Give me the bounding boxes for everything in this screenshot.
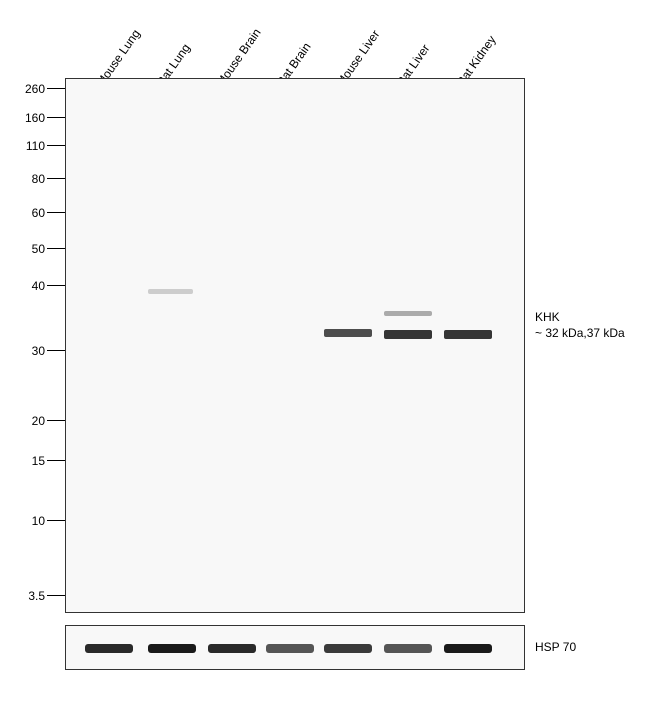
protein-band: [324, 329, 372, 337]
target-name: KHK: [535, 310, 625, 326]
target-mw: ~ 32 kDa,37 kDa: [535, 326, 625, 342]
loading-band: [266, 644, 314, 653]
mw-tick: [47, 520, 65, 521]
mw-tick: [47, 248, 65, 249]
protein-band: [384, 311, 432, 316]
mw-tick: [47, 285, 65, 286]
loading-control-label: HSP 70: [535, 640, 576, 656]
mw-marker: 160: [10, 111, 45, 125]
mw-tick: [47, 595, 65, 596]
mw-marker: 30: [10, 344, 45, 358]
mw-marker: 110: [10, 139, 45, 153]
mw-marker: 40: [10, 279, 45, 293]
mw-tick: [47, 420, 65, 421]
mw-marker: 3.5: [10, 589, 45, 603]
mw-tick: [47, 350, 65, 351]
mw-marker: 80: [10, 172, 45, 186]
loading-band: [208, 644, 256, 653]
loading-band: [444, 644, 492, 653]
mw-tick: [47, 88, 65, 89]
mw-marker: 50: [10, 242, 45, 256]
loading-band: [85, 644, 133, 653]
loading-band: [384, 644, 432, 653]
western-blot-figure: Mouse Lung Rat Lung Mouse Brain Rat Brai…: [0, 0, 650, 727]
mw-marker: 10: [10, 514, 45, 528]
mw-tick: [47, 460, 65, 461]
mw-tick: [47, 178, 65, 179]
mw-marker: 60: [10, 206, 45, 220]
target-protein-label: KHK ~ 32 kDa,37 kDa: [535, 310, 625, 341]
mw-tick: [47, 117, 65, 118]
loading-band: [324, 644, 372, 653]
protein-band: [384, 330, 432, 339]
mw-marker: 15: [10, 454, 45, 468]
main-blot-membrane: [65, 78, 525, 613]
protein-band: [444, 330, 492, 339]
mw-tick: [47, 145, 65, 146]
loading-band: [148, 644, 196, 653]
mw-marker: 20: [10, 414, 45, 428]
mw-tick: [47, 212, 65, 213]
protein-band: [148, 289, 193, 294]
mw-marker: 260: [10, 82, 45, 96]
